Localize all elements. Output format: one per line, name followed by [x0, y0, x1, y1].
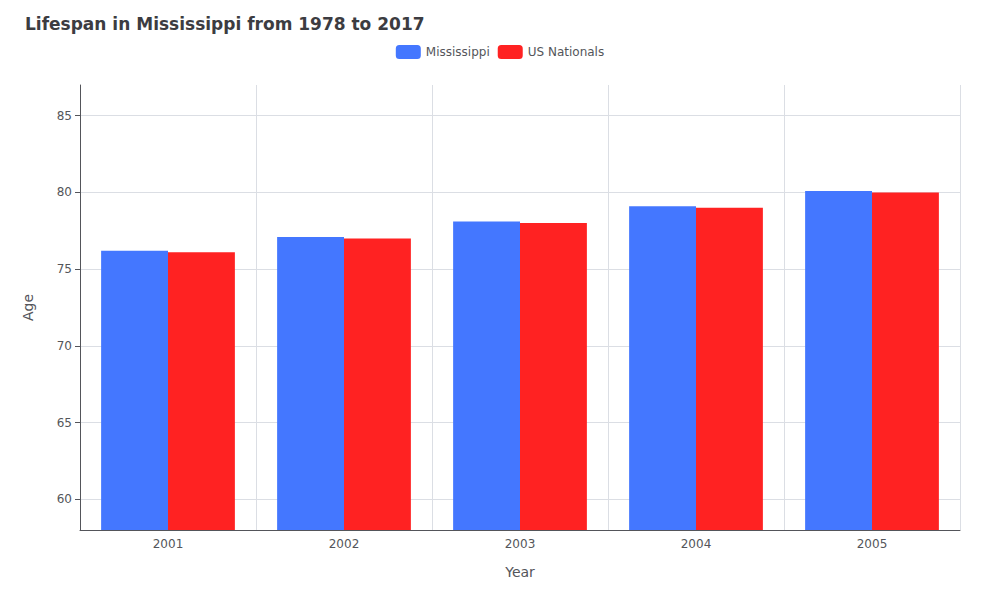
- svg-text:Mississippi: Mississippi: [426, 45, 490, 59]
- svg-text:2004: 2004: [681, 537, 712, 551]
- svg-text:2005: 2005: [857, 537, 888, 551]
- svg-text:65: 65: [57, 416, 72, 430]
- svg-text:70: 70: [57, 339, 72, 353]
- svg-text:80: 80: [57, 185, 72, 199]
- svg-text:85: 85: [57, 109, 72, 123]
- svg-text:Lifespan in Mississippi from 1: Lifespan in Mississippi from 1978 to 201…: [25, 14, 425, 34]
- svg-text:Year: Year: [504, 564, 535, 580]
- svg-text:2001: 2001: [153, 537, 184, 551]
- svg-text:2003: 2003: [505, 537, 536, 551]
- svg-text:2002: 2002: [329, 537, 360, 551]
- svg-text:60: 60: [57, 492, 72, 506]
- svg-text:75: 75: [57, 262, 72, 276]
- svg-text:US Nationals: US Nationals: [528, 45, 604, 59]
- svg-text:Age: Age: [20, 294, 36, 321]
